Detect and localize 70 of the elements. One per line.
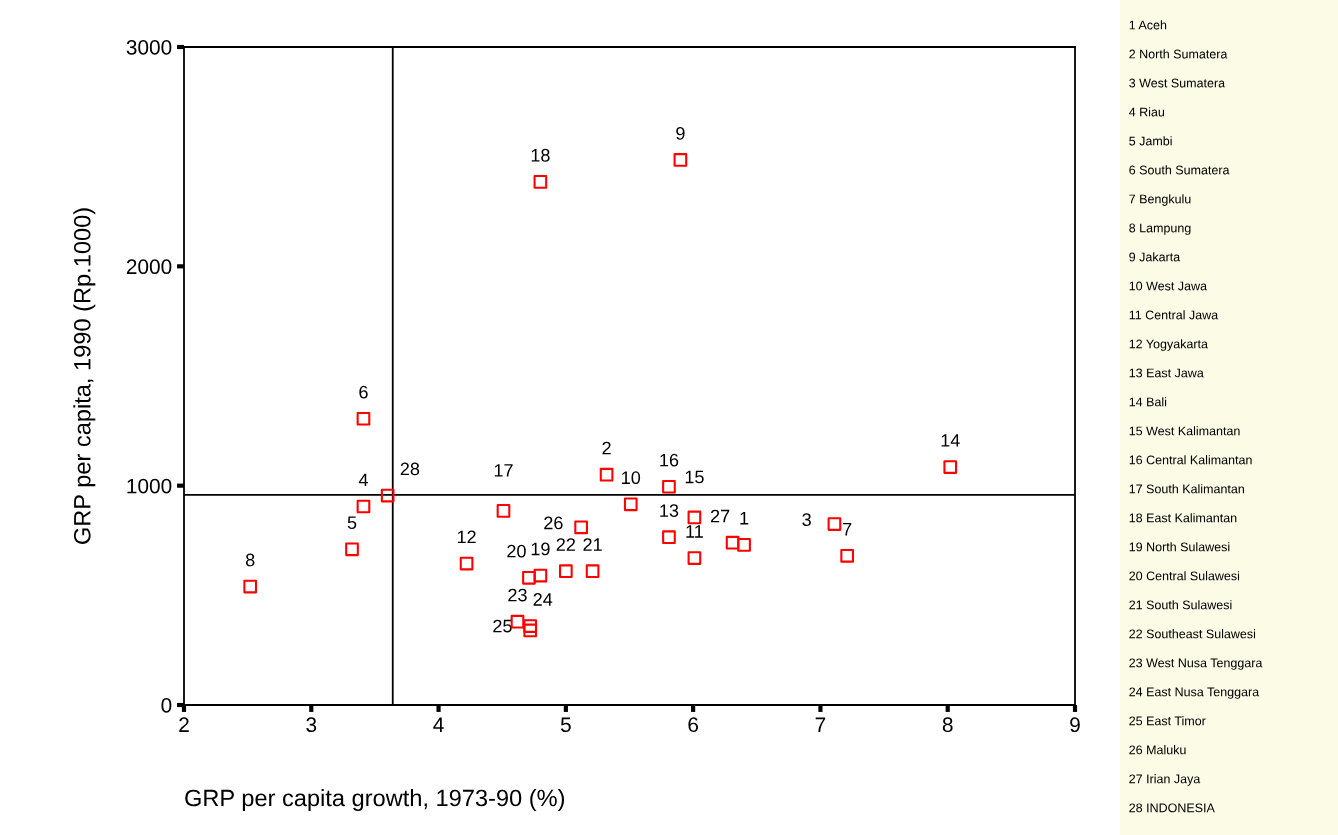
annotation: 15 bbox=[685, 470, 704, 484]
y-axis-title: GRP per capita, 1990 (Rp.1000) bbox=[73, 208, 96, 544]
text: 7 Bengkulu bbox=[1129, 194, 1191, 206]
text: 13 East Jawa bbox=[1129, 368, 1204, 378]
x-tick-label: 6 bbox=[688, 717, 699, 733]
text: 28 INDONESIA bbox=[1129, 803, 1215, 813]
x-tick-label: 5 bbox=[560, 717, 571, 733]
text: 26 Maluku bbox=[1129, 745, 1186, 755]
annotation: 8 bbox=[245, 553, 255, 567]
text: 12 Yogyakarta bbox=[1129, 339, 1208, 351]
x-tick-label: 3 bbox=[306, 717, 317, 733]
x-tick-label: 4 bbox=[433, 717, 444, 732]
annotation: 11 bbox=[686, 525, 703, 538]
text: 17 South Kalimantan bbox=[1129, 484, 1244, 494]
annotation: 10 bbox=[622, 471, 641, 485]
annotation: 6 bbox=[359, 385, 368, 399]
annotation: 9 bbox=[676, 126, 685, 140]
x-tick-label: 2 bbox=[179, 717, 189, 732]
text: 16 Central Kalimantan bbox=[1129, 455, 1252, 465]
annotation: 4 bbox=[358, 473, 368, 487]
annotation: 20 bbox=[507, 544, 526, 558]
annotation: 24 bbox=[533, 593, 553, 606]
text: 15 West Kalimantan bbox=[1129, 426, 1240, 436]
text: 27 Irian Jaya bbox=[1129, 774, 1201, 786]
annotation: 12 bbox=[457, 530, 476, 544]
annotation: 18 bbox=[531, 148, 550, 162]
text: 2 North Sumatera bbox=[1129, 49, 1228, 59]
text: 19 North Sulawesi bbox=[1129, 542, 1230, 552]
annotation: 26 bbox=[544, 516, 563, 530]
text: 23 West Nusa Tenggara bbox=[1129, 658, 1263, 670]
annotation: 7 bbox=[843, 523, 852, 536]
annotation: 5 bbox=[347, 516, 357, 530]
text: 18 East Kalimantan bbox=[1129, 513, 1237, 523]
annotation: 14 bbox=[941, 434, 960, 447]
x-tick-label: 9 bbox=[1070, 717, 1080, 733]
text: 24 East Nusa Tenggara bbox=[1129, 687, 1260, 699]
annotation: 3 bbox=[802, 513, 811, 527]
y-tick-label: 0 bbox=[161, 698, 172, 713]
annotation: 22 bbox=[556, 538, 575, 551]
annotation: 28 bbox=[400, 462, 420, 476]
y-tick-label: 2000 bbox=[126, 259, 172, 275]
text: 9 Jakarta bbox=[1129, 252, 1181, 262]
text: 22 Southeast Sulawesi bbox=[1129, 629, 1256, 639]
x-tick-label: 8 bbox=[942, 717, 953, 733]
text: 6 South Sumatera bbox=[1129, 165, 1230, 175]
annotation: 16 bbox=[660, 453, 679, 467]
annotation: 13 bbox=[660, 504, 679, 517]
text: 4 Riau bbox=[1129, 107, 1165, 117]
text: 11 Central Jawa bbox=[1129, 310, 1219, 320]
annotation: 21 bbox=[583, 538, 602, 551]
annotation: 27 bbox=[710, 509, 730, 523]
x-tick-label: 7 bbox=[815, 717, 826, 732]
annotation: 25 bbox=[493, 619, 512, 633]
text: 3 West Sumatera bbox=[1129, 78, 1226, 88]
text: 25 East Timor bbox=[1129, 716, 1206, 726]
x-axis-title: GRP per capita growth, 1973-90 (%) bbox=[185, 789, 565, 812]
text: 10 West Jawa bbox=[1129, 281, 1207, 291]
annotation: 2 bbox=[602, 441, 611, 455]
text: 5 Jambi bbox=[1129, 136, 1172, 146]
y-tick-label: 3000 bbox=[126, 40, 172, 55]
annotation: 17 bbox=[494, 464, 513, 477]
annotation: 23 bbox=[508, 588, 527, 602]
text: 21 South Sulawesi bbox=[1129, 600, 1232, 610]
y-tick-label: 1000 bbox=[127, 478, 172, 494]
text: 8 Lampung bbox=[1129, 223, 1191, 235]
text: 14 Bali bbox=[1129, 397, 1167, 407]
text: 1 Aceh bbox=[1129, 20, 1167, 30]
annotation: 1 bbox=[740, 512, 749, 525]
annotation: 19 bbox=[531, 542, 550, 556]
text: 20 Central Sulawesi bbox=[1129, 571, 1240, 581]
